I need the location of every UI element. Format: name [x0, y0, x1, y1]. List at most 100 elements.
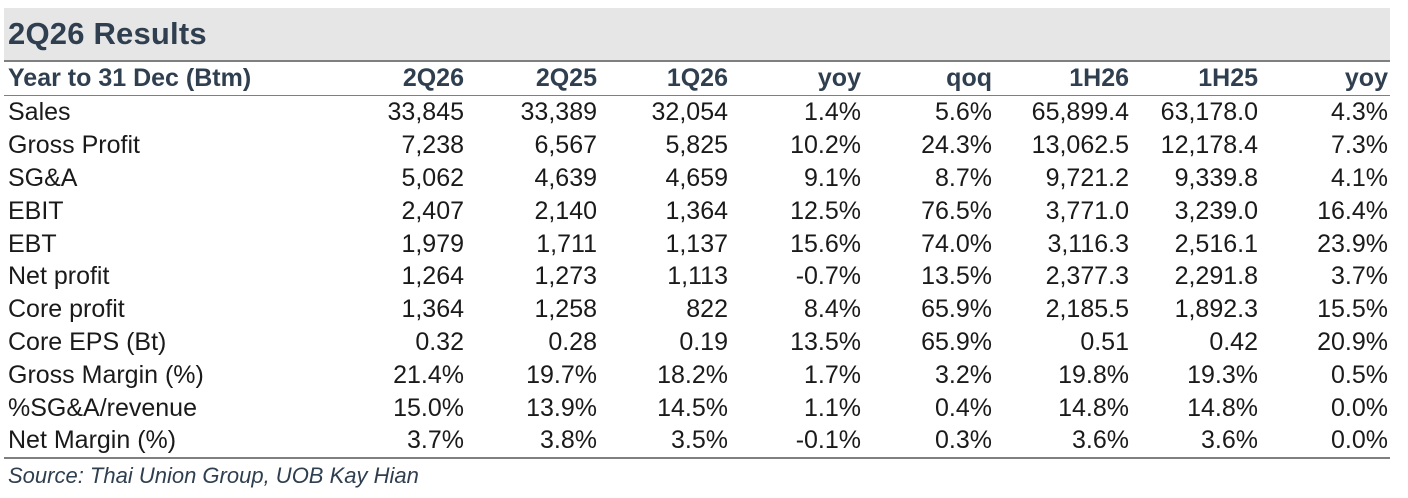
table-cell: 3,771.0: [1045, 196, 1129, 225]
row-label: %SG&A/revenue: [8, 393, 197, 422]
table-cell: 15.5%: [1317, 295, 1388, 324]
column-header: 1Q26: [599, 62, 730, 96]
table-cell: 0.42: [1209, 327, 1258, 356]
table-row: Core EPS (Bt) 0.32 0.28 0.19 13.5% 65.9% 0.51 0…: [4, 326, 1390, 359]
table-cell: 65,899.4: [1031, 98, 1129, 127]
row-label: Core profit: [8, 295, 125, 324]
table-cell: 4,639: [534, 163, 597, 192]
row-label: Net Margin (%): [4, 423, 344, 459]
table-cell: 0.3%: [863, 423, 994, 459]
table-cell: 3.2%: [935, 360, 992, 389]
table-cell: 13.5%: [790, 327, 861, 356]
table-cell: 2,140: [534, 196, 597, 225]
row-label: SG&A: [8, 163, 78, 192]
table-cell: 1,892.3: [1174, 295, 1258, 324]
row-label: EBIT: [8, 196, 64, 225]
table-cell: 3.6%: [994, 423, 1131, 459]
table-cell: 1,364: [665, 196, 728, 225]
table-cell: 0.51: [1080, 327, 1129, 356]
table-cell: 9,721.2: [1045, 163, 1129, 192]
source-note: Source: Thai Union Group, UOB Kay Hian: [8, 462, 419, 488]
table-cell: 2,291.8: [1174, 262, 1258, 291]
table-body: Sales 33,845 33,389 32,054 1.4% 5.6% 65,899.4 6…: [4, 96, 1390, 459]
table-cell: 13.5%: [921, 262, 992, 291]
table-cell: 6,567: [534, 131, 597, 160]
row-label: Sales: [8, 98, 71, 127]
table-cell: 2,185.5: [1045, 295, 1129, 324]
table-cell: 9,339.8: [1174, 163, 1258, 192]
table-cell: 2,377.3: [1045, 262, 1129, 291]
table-row: Net Margin (%) 3.7% 3.8% 3.5% -0.1% 0.3% 3.6% 3…: [4, 423, 1390, 459]
table-cell: 65.9%: [921, 327, 992, 356]
column-header-label: Year to 31 Dec (Btm): [4, 62, 344, 96]
row-label: Net profit: [8, 262, 110, 291]
table-cell: 12.5%: [790, 196, 861, 225]
table-cell: 5,062: [401, 163, 464, 192]
table-cell: 0.0%: [1331, 393, 1388, 422]
table-row: Gross Margin (%) 21.4% 19.7% 18.2% 1.7% 3.2% 1…: [4, 358, 1390, 391]
row-label: Gross Profit: [8, 131, 140, 160]
table-row: Net profit 1,264 1,273 1,113 -0.7% 13.5% 2,377…: [4, 260, 1390, 293]
page-title: 2Q26 Results: [8, 16, 207, 51]
table-cell: 33,845: [387, 98, 464, 127]
table-cell: -0.7%: [795, 262, 861, 291]
table-cell: 14.8%: [1058, 393, 1129, 422]
table-cell: 7,238: [401, 131, 464, 160]
table-cell: 5.6%: [935, 98, 992, 127]
table-cell: 1,273: [534, 262, 597, 291]
table-row: EBIT 2,407 2,140 1,364 12.5% 76.5% 3,771.0 3,23…: [4, 194, 1390, 227]
table-cell: 9.1%: [804, 163, 861, 192]
table-cell: -0.1%: [730, 423, 863, 459]
table-row: SG&A 5,062 4,639 4,659 9.1% 8.7% 9,721.2 9,339.…: [4, 162, 1390, 195]
table-row: %SG&A/revenue 15.0% 13.9% 14.5% 1.1% 0.4% 14.8…: [4, 391, 1390, 424]
table-cell: 822: [686, 295, 728, 324]
table-cell: 1.4%: [804, 98, 861, 127]
table-cell: 13,062.5: [1031, 131, 1129, 160]
column-header: 2Q26: [344, 62, 466, 96]
table-cell: 63,178.0: [1160, 98, 1258, 127]
table-cell: 20.9%: [1317, 327, 1388, 356]
table-cell: 1,137: [665, 229, 728, 258]
table-cell: 23.9%: [1317, 229, 1388, 258]
table-row: Sales 33,845 33,389 32,054 1.4% 5.6% 65,899.4 6…: [4, 96, 1390, 129]
table-cell: 3.7%: [344, 423, 466, 459]
table-cell: 16.4%: [1317, 196, 1388, 225]
table-cell: 3.7%: [1331, 262, 1388, 291]
table-cell: 24.3%: [921, 131, 992, 160]
table-cell: 33,389: [520, 98, 597, 127]
table-cell: 5,825: [665, 131, 728, 160]
table-cell: 3.6%: [1131, 423, 1260, 459]
table-cell: 0.32: [415, 327, 464, 356]
column-header: yoy: [730, 62, 863, 96]
table-cell: 19.8%: [1058, 360, 1129, 389]
table-cell: 1,258: [534, 295, 597, 324]
results-panel: 2Q26 Results Year to 31 Dec (Btm) 2Q26 2Q2…: [4, 8, 1390, 489]
table-cell: 8.4%: [804, 295, 861, 324]
table-cell: 3,116.3: [1047, 229, 1129, 258]
table-cell: 4.1%: [1331, 163, 1388, 192]
table-cell: 3.5%: [599, 423, 730, 459]
table-header: Year to 31 Dec (Btm) 2Q26 2Q25 1Q26 yoy qoq 1H…: [4, 62, 1390, 96]
table-cell: 18.2%: [657, 360, 728, 389]
table-cell: 1,979: [401, 229, 464, 258]
header-row: Year to 31 Dec (Btm) 2Q26 2Q25 1Q26 yoy qoq 1H…: [4, 62, 1390, 96]
column-header: 1H26: [994, 62, 1131, 96]
table-cell: 0.5%: [1331, 360, 1388, 389]
table-cell: 4.3%: [1331, 98, 1388, 127]
table-cell: 1,711: [536, 229, 597, 258]
table-cell: 1,364: [401, 295, 464, 324]
table-cell: 2,407: [401, 196, 464, 225]
table-cell: 0.4%: [935, 393, 992, 422]
table-cell: 14.8%: [1187, 393, 1258, 422]
table-cell: 8.7%: [935, 163, 992, 192]
column-header: qoq: [863, 62, 994, 96]
table-cell: 1.1%: [804, 393, 861, 422]
column-header: 2Q25: [466, 62, 599, 96]
table-cell: 21.4%: [393, 360, 464, 389]
title-bar: 2Q26 Results: [4, 8, 1390, 62]
column-header: yoy: [1260, 62, 1390, 96]
row-label: Core EPS (Bt): [8, 327, 167, 356]
table-cell: 0.0%: [1260, 423, 1390, 459]
table-row: Core profit 1,364 1,258 822 8.4% 65.9% 2,185.5…: [4, 293, 1390, 326]
column-header: 1H25: [1131, 62, 1260, 96]
